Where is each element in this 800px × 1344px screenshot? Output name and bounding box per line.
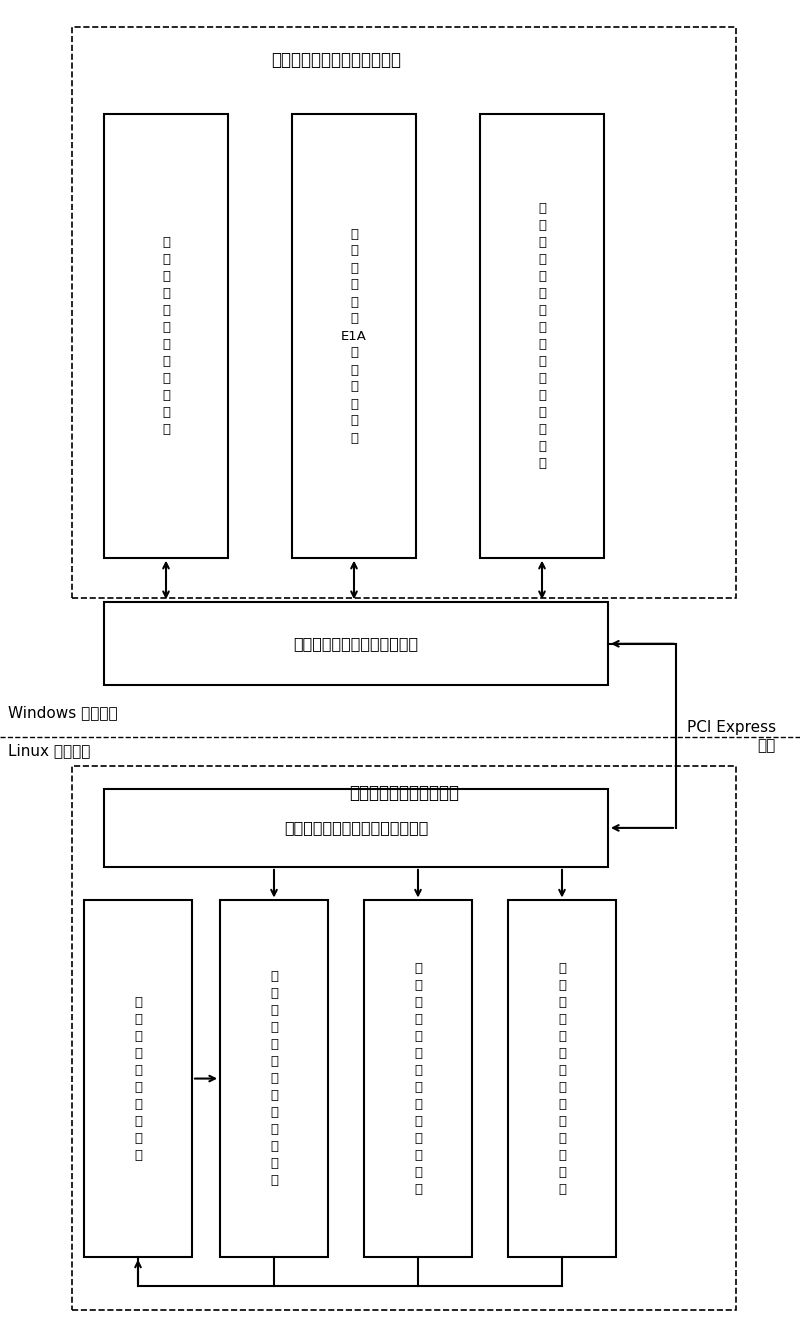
Bar [84, 900, 192, 1257]
Text: 虚拟试验平台上位机控制模块: 虚拟试验平台上位机控制模块 [271, 51, 401, 69]
Text: 无人潜航器任务规划系统进程模块: 无人潜航器任务规划系统进程模块 [284, 820, 428, 836]
Text: 虚
拟
试
验
平
台
用
户
操
作
接
口
线
程
模
块: 虚 拟 试 验 平 台 用 户 操 作 接 口 线 程 模 块 [538, 202, 546, 470]
Bar [104, 114, 228, 558]
Bar [72, 766, 736, 1310]
Bar [480, 114, 604, 558]
Bar [220, 900, 328, 1257]
Bar [72, 27, 736, 598]
Text: Linux 操作系统: Linux 操作系统 [8, 743, 90, 758]
Text: 无人潜航器模拟系统模块: 无人潜航器模拟系统模块 [349, 784, 459, 801]
Bar [104, 789, 608, 867]
Text: 无
人
潜
航
器
自
导
系
统
进
程
模
块: 无 人 潜 航 器 自 导 系 统 进 程 模 块 [270, 970, 278, 1187]
Text: 目
标
模
拟
系
统
进
程
模
块: 目 标 模 拟 系 统 进 程 模 块 [134, 996, 142, 1161]
Text: 虚
拟
试
验
平
台
剧
情
规
划
进
程
模
块: 虚 拟 试 验 平 台 剧 情 规 划 进 程 模 块 [558, 961, 566, 1196]
Bar [364, 900, 472, 1257]
Bar [104, 602, 608, 685]
Text: 虚拟试验平台总调度线程模块: 虚拟试验平台总调度线程模块 [294, 636, 418, 652]
Text: PCI Express
总线: PCI Express 总线 [687, 720, 776, 753]
Bar [292, 114, 416, 558]
Text: Windows 操作系统: Windows 操作系统 [8, 706, 118, 720]
Text: 高
层
体
系
结
构
E1A
接
口
线
程
模
块: 高 层 体 系 结 构 E1A 接 口 线 程 模 块 [341, 227, 367, 445]
Bar [508, 900, 616, 1257]
Text: 动
力
学
运
动
学
解
算
系
统
进
程
模
块: 动 力 学 运 动 学 解 算 系 统 进 程 模 块 [414, 961, 422, 1196]
Text: 虚
拟
试
验
视
景
生
成
线
程
模
块: 虚 拟 试 验 视 景 生 成 线 程 模 块 [162, 237, 170, 435]
